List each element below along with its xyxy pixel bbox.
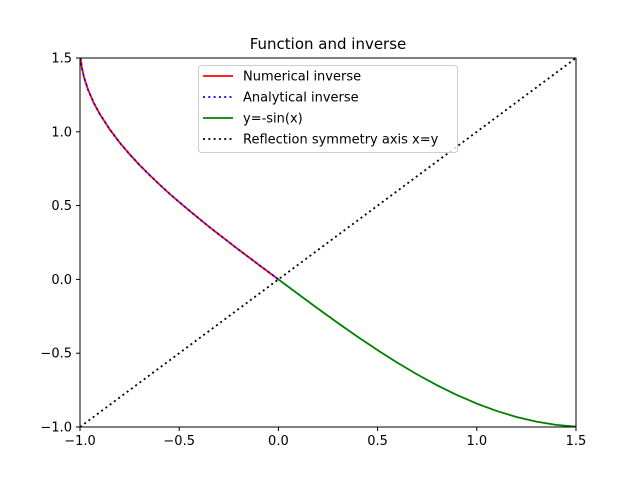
series-line-0 [80,58,279,281]
x-tick-label: −1.0 [64,434,96,449]
series-line-2 [277,278,576,427]
series-line-3 [80,58,576,427]
legend-box [198,65,458,153]
series-layer [80,58,576,427]
x-tick-label: 0.0 [268,434,289,449]
y-tick-label: −1.0 [40,421,72,436]
y-tick-label: −0.5 [40,347,72,362]
legend-label: y=-sin(x) [243,112,303,127]
chart-title: Function and inverse [250,35,407,53]
x-tick-label: 1.5 [566,434,587,449]
x-axis: −1.0 −0.5 0.0 0.5 1.0 1.5 [64,427,586,449]
x-tick-label: 1.0 [466,434,487,449]
legend-label: Numerical inverse [243,70,361,85]
legend-label: Reflection symmetry axis x=y [243,133,439,148]
legend-label: Analytical inverse [243,91,359,106]
y-tick-label: 1.0 [51,125,72,140]
y-tick-label: 0.0 [51,273,72,288]
x-tick-label: 0.5 [367,434,388,449]
y-tick-label: 0.5 [51,199,72,214]
y-axis: −1.0 −0.5 0.0 0.5 1.0 1.5 [40,52,80,436]
y-tick-label: 1.5 [51,52,72,67]
plot-frame [79,57,577,428]
x-tick-label: −0.5 [163,434,195,449]
legend: Numerical inverse Analytical inverse y=-si… [198,65,458,153]
